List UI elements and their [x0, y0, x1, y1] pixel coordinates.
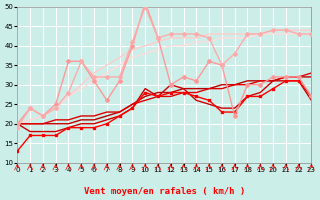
X-axis label: Vent moyen/en rafales ( km/h ): Vent moyen/en rafales ( km/h ): [84, 187, 245, 196]
